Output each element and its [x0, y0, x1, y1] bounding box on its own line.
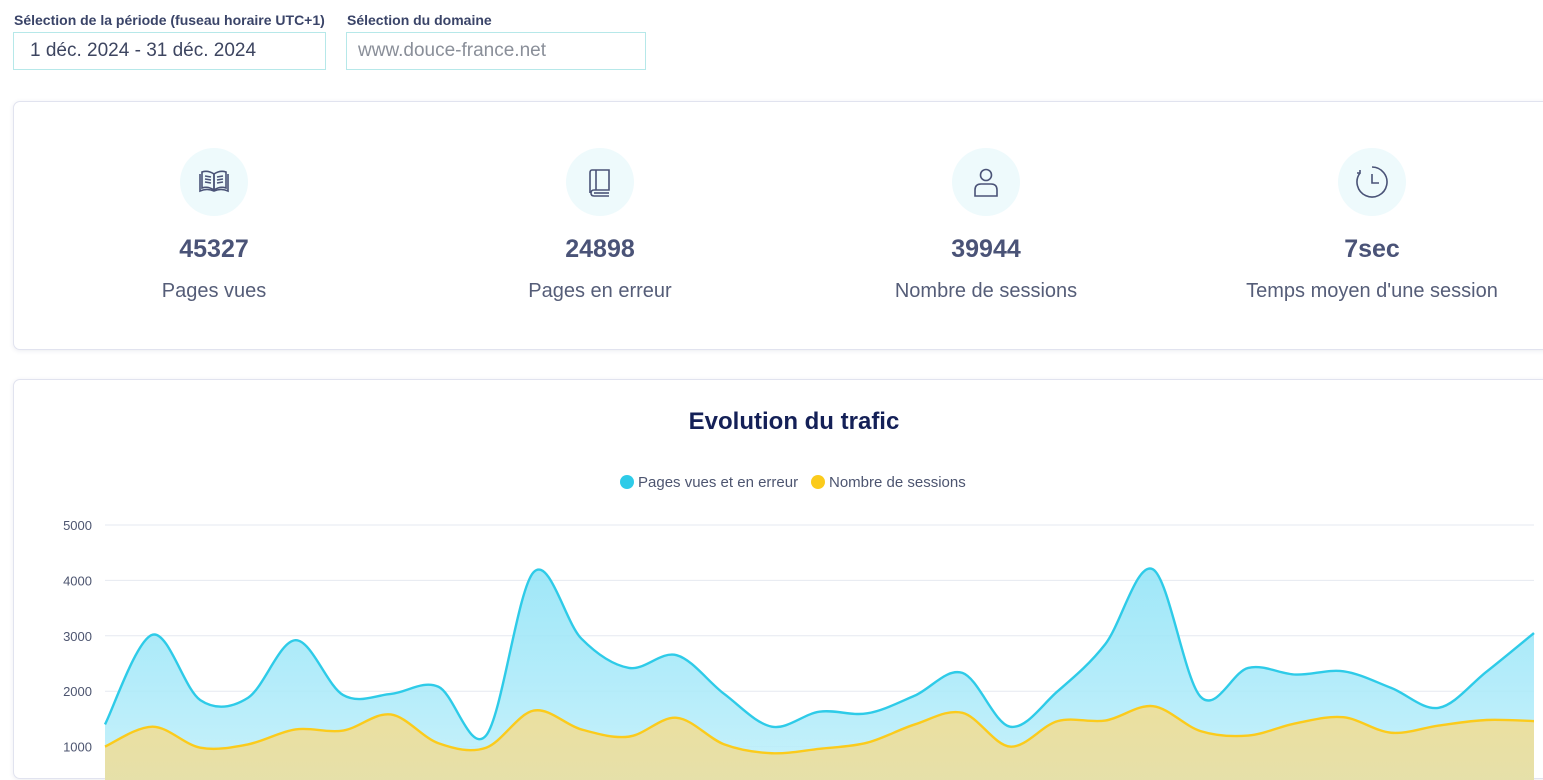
legend-item-sessions[interactable]: Nombre de sessions: [811, 474, 966, 491]
series-pages-point[interactable]: [197, 697, 203, 703]
clock-history-icon: [1356, 166, 1388, 198]
series-pages-point[interactable]: [483, 733, 489, 739]
y-tick-label: 1000: [63, 740, 92, 755]
series-sessions-point[interactable]: [293, 726, 299, 732]
series-sessions-point[interactable]: [1293, 720, 1299, 726]
series-sessions-point[interactable]: [864, 740, 870, 746]
y-tick-label: 2000: [63, 684, 92, 699]
series-pages-point[interactable]: [102, 721, 108, 727]
closed-book-icon: [589, 169, 610, 197]
series-pages-point[interactable]: [578, 636, 584, 642]
y-tick-label: 5000: [63, 518, 92, 533]
series-sessions-point[interactable]: [674, 715, 680, 721]
series-sessions-point[interactable]: [912, 721, 918, 727]
series-pages-point[interactable]: [1150, 566, 1156, 572]
stat-icon-bg: [566, 148, 634, 216]
series-sessions-point[interactable]: [340, 728, 346, 734]
series-pages-point[interactable]: [912, 693, 918, 699]
series-sessions-point[interactable]: [769, 750, 775, 756]
chart-title: Evolution du trafic: [688, 408, 900, 435]
series-sessions-point[interactable]: [1007, 744, 1013, 750]
legend-dot-pages: [620, 475, 634, 489]
stat-icon-bg: [952, 148, 1020, 216]
series-sessions-point[interactable]: [1388, 730, 1394, 736]
series-pages-point[interactable]: [1531, 630, 1537, 636]
series-sessions-point[interactable]: [1531, 718, 1537, 724]
stat-value: 39944: [951, 235, 1021, 263]
series-pages-point[interactable]: [1055, 688, 1061, 694]
series-sessions-point[interactable]: [1102, 718, 1108, 724]
domain-field[interactable]: www.douce-france.net: [346, 32, 646, 70]
stats-card: 45327 Pages vues 24898 Pages en erreur 3…: [13, 101, 1543, 350]
series-pages-point[interactable]: [674, 652, 680, 658]
series-pages-point[interactable]: [1293, 672, 1299, 678]
series-pages-point[interactable]: [293, 637, 299, 643]
stat-label: Pages en erreur: [528, 280, 672, 302]
series-sessions-point[interactable]: [531, 708, 537, 714]
y-tick-label: 4000: [63, 573, 92, 588]
series-sessions-point[interactable]: [388, 711, 394, 717]
period-field[interactable]: 1 déc. 2024 - 31 déc. 2024: [13, 32, 326, 70]
series-pages-point[interactable]: [769, 724, 775, 730]
series-sessions-point[interactable]: [817, 746, 823, 752]
series-pages-point[interactable]: [959, 670, 965, 676]
series-pages-point[interactable]: [435, 684, 441, 690]
series-pages-point[interactable]: [245, 695, 251, 701]
series-sessions-point[interactable]: [1150, 703, 1156, 709]
stat-value: 7sec: [1344, 235, 1400, 263]
legend-label: Nombre de sessions: [829, 474, 966, 491]
series-pages-point[interactable]: [864, 710, 870, 716]
series-sessions-point[interactable]: [1436, 723, 1442, 729]
stat-label: Pages vues: [161, 280, 267, 302]
legend-dot-sessions: [811, 475, 825, 489]
series-pages-point[interactable]: [721, 691, 727, 697]
traffic-chart: 1000 2000 3000 4000 5000: [63, 518, 1537, 780]
series-pages-point[interactable]: [817, 709, 823, 715]
series-pages-point[interactable]: [1198, 694, 1204, 700]
series-pages-point[interactable]: [150, 632, 156, 638]
series-sessions-point[interactable]: [1340, 714, 1346, 720]
series-sessions-point[interactable]: [1198, 728, 1204, 734]
series-pages-point[interactable]: [1483, 669, 1489, 675]
series-pages-line: [103, 567, 1535, 741]
legend-item-pages[interactable]: Pages vues et en erreur: [620, 474, 798, 491]
series-sessions-point[interactable]: [150, 724, 156, 730]
chart-card: Evolution du trafic Pages vues et en err…: [13, 379, 1543, 780]
stat-label: Temps moyen d'une session: [1246, 280, 1498, 302]
user-icon: [974, 168, 998, 197]
series-sessions-point[interactable]: [626, 734, 632, 740]
series-sessions-point[interactable]: [578, 726, 584, 732]
stat-icon-bg: [180, 148, 248, 216]
series-sessions-point[interactable]: [1055, 718, 1061, 724]
series-sessions-point[interactable]: [102, 744, 108, 750]
series-pages-point[interactable]: [340, 692, 346, 698]
series-pages-point[interactable]: [1340, 668, 1346, 674]
series-sessions-point[interactable]: [721, 741, 727, 747]
series-pages-point[interactable]: [531, 569, 537, 575]
series-pages-point[interactable]: [626, 665, 632, 671]
stat-value: 24898: [565, 235, 635, 263]
stat-value: 45327: [179, 235, 249, 263]
series-pages-point[interactable]: [1436, 705, 1442, 711]
y-tick-label: 3000: [63, 629, 92, 644]
series-sessions-point[interactable]: [245, 741, 251, 747]
series-sessions-point[interactable]: [1245, 733, 1251, 739]
series-pages-point[interactable]: [388, 691, 394, 697]
series-pages-point[interactable]: [1007, 724, 1013, 730]
series-pages-point[interactable]: [1245, 665, 1251, 671]
period-label: Sélection de la période (fuseau horaire …: [14, 12, 325, 28]
series-sessions-point[interactable]: [435, 740, 441, 746]
open-book-icon: [199, 170, 229, 193]
series-sessions-point[interactable]: [1483, 717, 1489, 723]
series-pages-point[interactable]: [1388, 685, 1394, 691]
domain-label: Sélection du domaine: [347, 12, 492, 28]
series-pages-point[interactable]: [1102, 641, 1108, 647]
series-sessions-point[interactable]: [959, 710, 965, 716]
legend-label: Pages vues et en erreur: [638, 474, 799, 491]
stat-label: Nombre de sessions: [894, 280, 1078, 302]
stat-icon-bg: [1338, 148, 1406, 216]
